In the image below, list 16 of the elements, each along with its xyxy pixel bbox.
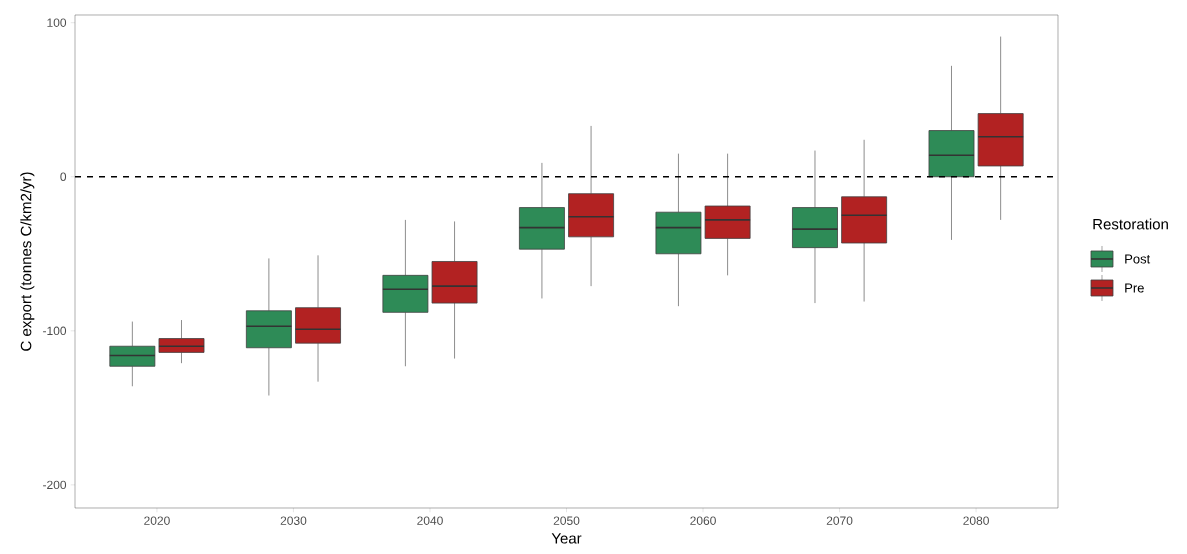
legend-label: Post [1125, 254, 1151, 264]
legend-label: Pre [1125, 283, 1144, 293]
x-tick-label: 2080 [963, 516, 989, 525]
x-tick-label: 2030 [280, 516, 307, 525]
x-tick-label: 2070 [826, 516, 853, 525]
legend-title: Restoration [1093, 218, 1168, 230]
y-tick-label: -200 [43, 480, 67, 490]
y-axis-title: C export (tonnes C/km2/yr) [20, 172, 35, 351]
x-axis-title: Year [551, 533, 582, 544]
y-tick-label: -100 [43, 326, 67, 336]
x-tick-label: 2020 [144, 516, 170, 525]
x-tick-label: 2060 [690, 516, 716, 525]
y-tick-label: 0 [60, 172, 67, 181]
x-tick-label: 2040 [417, 516, 443, 525]
y-tick-label: 100 [47, 18, 67, 27]
x-tick-label: 2050 [553, 516, 580, 525]
